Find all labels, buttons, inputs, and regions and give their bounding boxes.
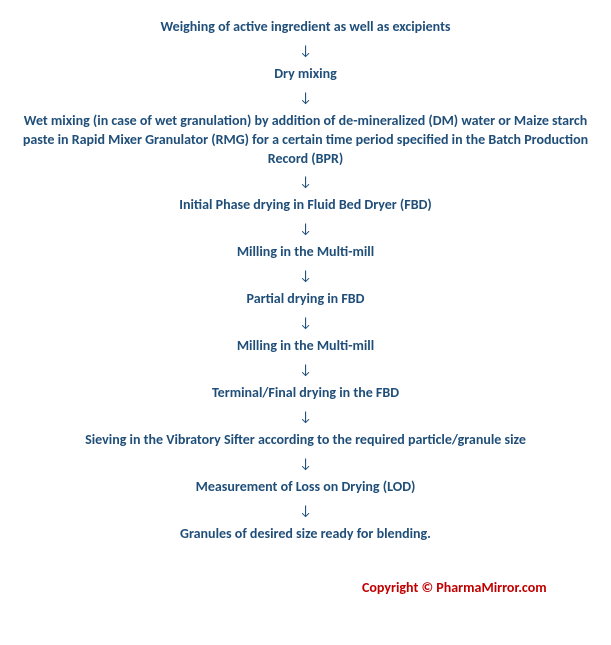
step-wet-mixing: Wet mixing (in case of wet granulation) …	[20, 112, 591, 169]
granulation-flowchart: Weighing of active ingredient as well as…	[0, 0, 611, 564]
step-weighing: Weighing of active ingredient as well as…	[160, 18, 450, 37]
step-initial-drying: Initial Phase drying in Fluid Bed Dryer …	[179, 196, 432, 215]
arrow-icon: ↓	[299, 91, 312, 105]
arrow-icon: ↓	[299, 410, 312, 424]
step-milling-1: Milling in the Multi-mill	[237, 243, 374, 262]
step-sieving: Sieving in the Vibratory Sifter accordin…	[85, 431, 526, 450]
arrow-icon: ↓	[299, 504, 312, 518]
arrow-icon: ↓	[299, 269, 312, 283]
step-partial-drying: Partial drying in FBD	[247, 290, 365, 309]
step-milling-2: Milling in the Multi-mill	[237, 337, 374, 356]
arrow-icon: ↓	[299, 363, 312, 377]
step-dry-mixing: Dry mixing	[274, 65, 337, 84]
arrow-icon: ↓	[299, 44, 312, 58]
step-terminal-drying: Terminal/Final drying in the FBD	[212, 384, 399, 403]
arrow-icon: ↓	[299, 316, 312, 330]
arrow-icon: ↓	[299, 175, 312, 189]
step-lod: Measurement of Loss on Drying (LOD)	[196, 478, 416, 497]
arrow-icon: ↓	[299, 457, 312, 471]
step-final: Granules of desired size ready for blend…	[180, 525, 431, 544]
arrow-icon: ↓	[299, 222, 312, 236]
copyright-notice: Copyright © PharmaMirror.com	[362, 579, 547, 596]
